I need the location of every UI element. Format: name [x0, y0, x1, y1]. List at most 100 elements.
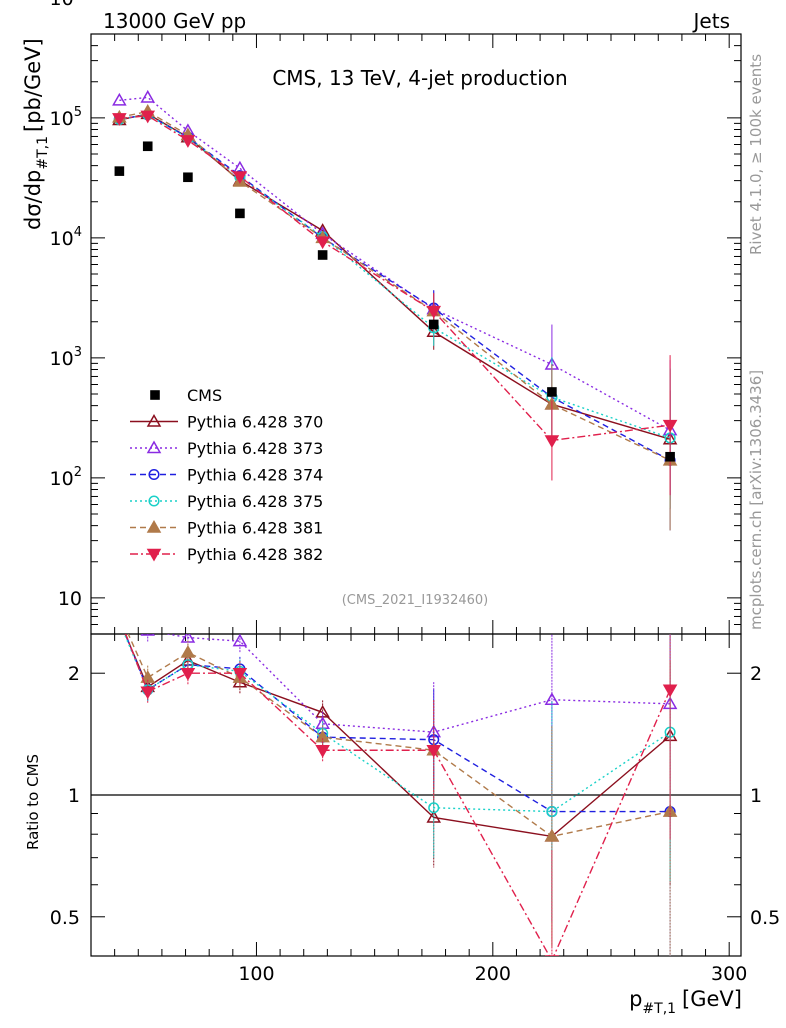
series-marker-1 — [112, 92, 127, 106]
x-axis-label: p#T,1 [GeV] — [629, 987, 742, 1017]
data-point — [183, 172, 193, 183]
ratio-line-1 — [163, 634, 671, 733]
chart-title: CMS, 13 TeV, 4-jet production — [272, 66, 567, 90]
ratio-tick-label-right: 0.5 — [750, 907, 780, 929]
y-tick-label-base: 10 — [50, 468, 74, 490]
ratio-tick-label-right: 2 — [750, 663, 762, 685]
y-tick-label-exp: 3 — [74, 345, 82, 360]
ratio-marker-4 — [180, 645, 196, 658]
series-line-0 — [119, 113, 671, 440]
series-marker-5 — [140, 110, 156, 124]
x-axis-label-unit: [GeV] — [682, 987, 742, 1011]
ratio-marker-5 — [426, 745, 442, 758]
series-marker-1 — [140, 89, 156, 103]
legend-marker-0 — [146, 413, 162, 427]
ratio-line-0 — [124, 634, 671, 838]
data-point — [235, 208, 245, 219]
legend-marker-4 — [146, 519, 162, 533]
ratio-marker-4 — [140, 670, 156, 683]
ratio-tick-label-left: 0.5 — [50, 907, 80, 929]
y-tick-label-exp: 4 — [74, 225, 82, 240]
legend-label-4: Pythia 6.428 381 — [187, 519, 323, 538]
y-tick-label: 10 — [58, 588, 82, 610]
series-line-4 — [119, 110, 671, 461]
ratio-line-2 — [124, 634, 671, 813]
data-point — [665, 451, 675, 462]
y-tick-label-base: 10 — [50, 0, 74, 10]
x-tick-label: 200 — [475, 963, 511, 985]
legend-data-marker — [150, 390, 160, 400]
y-tick-label-base: 10 — [50, 348, 74, 370]
header-right: Jets — [692, 9, 730, 33]
ratio-marker-5 — [140, 686, 156, 700]
main-frame — [90, 33, 742, 635]
legend-marker-5 — [146, 548, 162, 562]
ratio-marker-5 — [315, 745, 330, 758]
ratio-marker-3 — [115, 617, 125, 627]
y-tick-label-base: 10 — [58, 588, 82, 610]
series-line-5 — [119, 115, 671, 442]
ratio-marker-0 — [113, 614, 125, 625]
x-axis-label-main: p — [629, 987, 642, 1011]
legend-label-1: Pythia 6.428 373 — [187, 439, 323, 458]
ratio-marker-1 — [113, 550, 125, 561]
y-tick-label: 103 — [50, 345, 82, 370]
legend-label-0: Pythia 6.428 370 — [187, 413, 323, 432]
y-tick-label-base: 10 — [50, 228, 74, 250]
legend: CMS Pythia 6.428 370 Pythia 6.428 373 Pythi… — [130, 386, 323, 564]
header-left: 13000 GeV pp — [103, 9, 246, 33]
y-tick-label-exp: 2 — [74, 465, 82, 480]
x-axis-label-sub: #T,1 — [642, 1001, 676, 1017]
ratio-marker-1 — [544, 692, 560, 705]
y-axis-label-sub: #T,1 — [35, 136, 51, 170]
ratio-marker-5 — [232, 667, 248, 681]
ratio-marker-5 — [662, 684, 678, 698]
y-tick-label: 104 — [50, 225, 82, 250]
legend-data-label: CMS — [187, 386, 222, 405]
analysis-id: (CMS_2021_I1932460) — [342, 593, 489, 608]
y-axis-label-main: dσ/dp — [21, 170, 45, 230]
ratio-marker-5 — [544, 955, 560, 956]
ratio-marker-5 — [180, 667, 196, 681]
ratio-line-4 — [127, 634, 671, 838]
data-point — [114, 166, 125, 176]
series-marker-5 — [232, 171, 248, 184]
ratio-marker-1 — [140, 634, 156, 636]
series-marker-5 — [112, 113, 127, 126]
y-tick-label: 106 — [50, 0, 82, 10]
main-series-layer — [112, 89, 678, 531]
data-point — [428, 319, 439, 330]
y-tick-label-base: 10 — [50, 108, 74, 130]
y-tick-label: 102 — [50, 465, 82, 490]
ratio-y-label: Ratio to CMS — [24, 754, 42, 850]
legend-marker-2 — [148, 468, 160, 481]
data-point — [142, 141, 153, 152]
legend-label-2: Pythia 6.428 374 — [187, 466, 323, 485]
ratio-tick-label-right: 1 — [750, 785, 762, 807]
y-axis-label: dσ/dp#T,1 [pb/GeV] — [21, 38, 51, 230]
y-axis-label-unit: [pb/GeV] — [21, 38, 45, 132]
ratio-tick-label-left: 1 — [68, 785, 80, 807]
series-marker-5 — [180, 135, 196, 148]
mcplots-label: mcplots.cern.ch [arXiv:1306.3436] — [747, 370, 765, 630]
ratio-marker-3 — [428, 802, 440, 814]
legend-marker-1 — [146, 440, 162, 454]
legend-marker-3 — [148, 495, 160, 507]
ratio-tick-label-left: 2 — [68, 663, 80, 685]
legend-label-5: Pythia 6.428 382 — [187, 545, 323, 564]
legend-label-3: Pythia 6.428 375 — [187, 492, 323, 511]
ratio-line-5 — [124, 634, 671, 956]
x-tick-label: 100 — [238, 963, 274, 985]
ratio-marker-2 — [115, 614, 125, 624]
series-line-3 — [119, 114, 671, 439]
series-marker-5 — [426, 305, 442, 319]
ratio-series-layer — [113, 550, 678, 956]
x-tick-label: 300 — [711, 963, 747, 985]
ratio-marker-4 — [544, 828, 560, 842]
series-marker-5 — [544, 435, 560, 448]
series-marker-5 — [662, 419, 678, 433]
ratio-marker-4 — [113, 608, 125, 619]
